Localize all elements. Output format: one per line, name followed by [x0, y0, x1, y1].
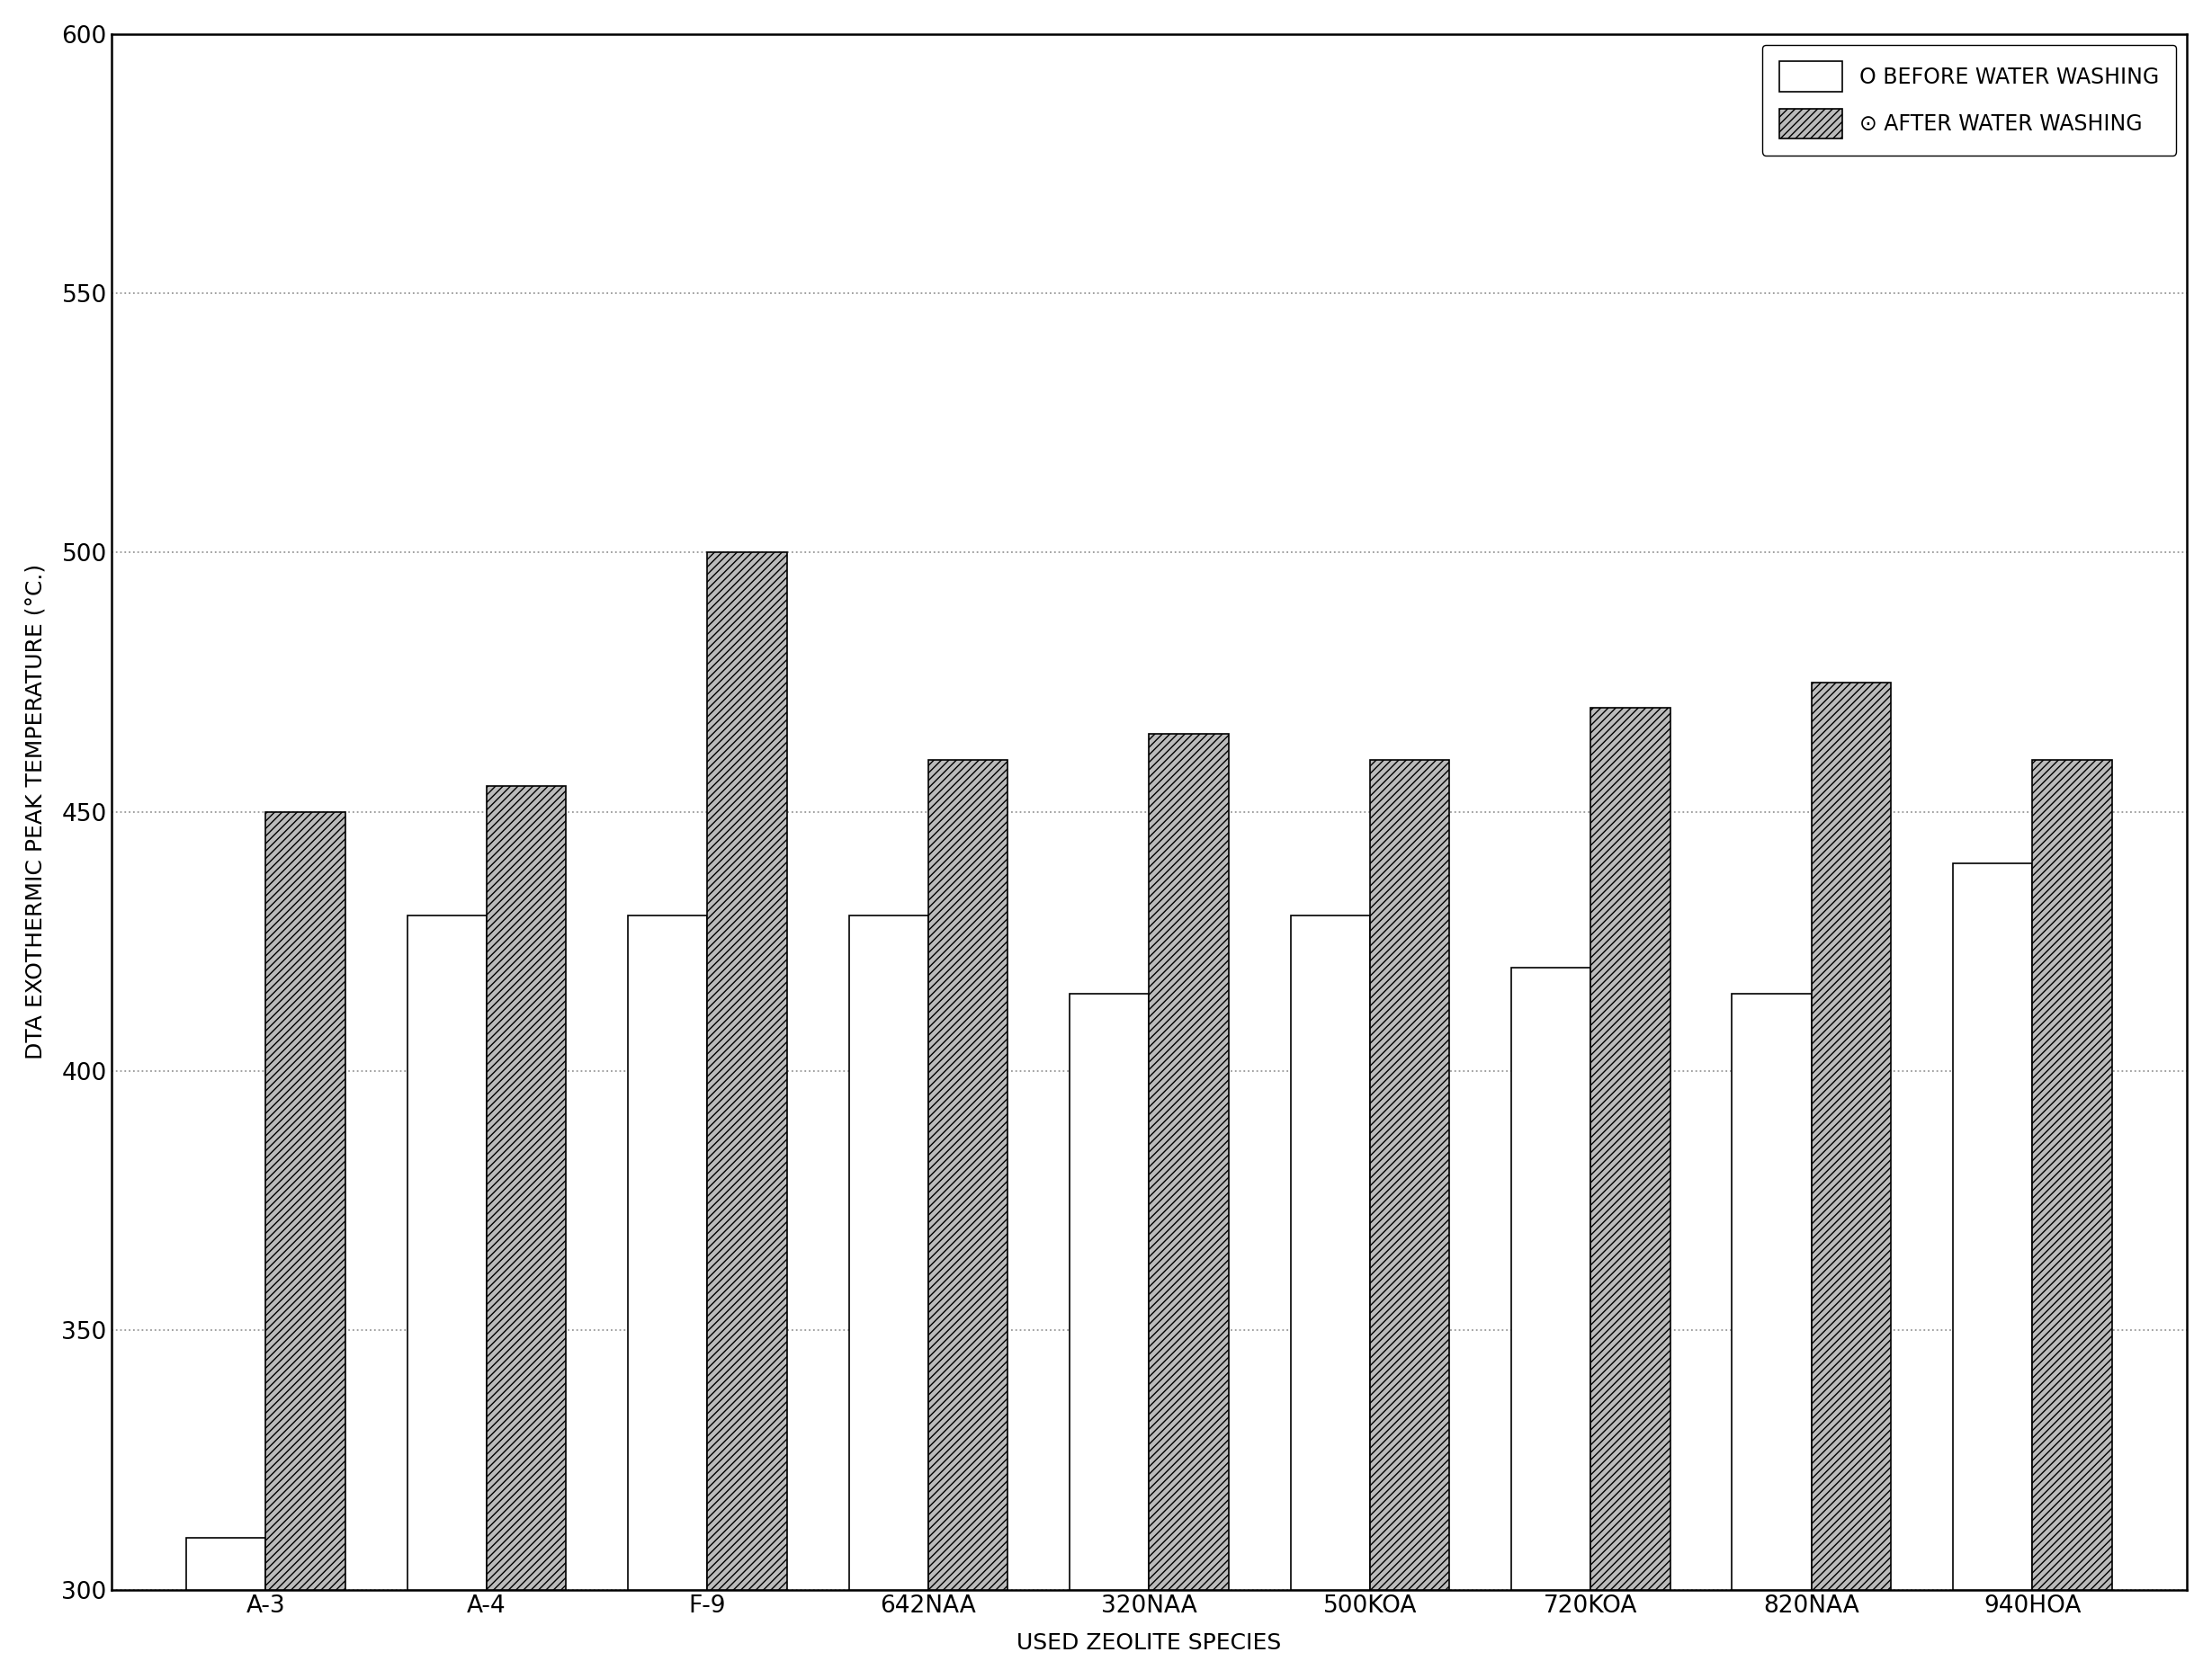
Bar: [708, 552, 787, 1590]
Bar: [407, 915, 487, 1590]
Bar: [1148, 734, 1228, 1590]
Y-axis label: DTA EXOTHERMIC PEAK TEMPERATURE (°C.): DTA EXOTHERMIC PEAK TEMPERATURE (°C.): [24, 564, 46, 1059]
Bar: [628, 915, 708, 1590]
Bar: [1511, 967, 1590, 1590]
Bar: [487, 786, 566, 1590]
Bar: [1732, 994, 1812, 1590]
Bar: [1290, 915, 1369, 1590]
Bar: [186, 1538, 265, 1590]
Bar: [1071, 994, 1148, 1590]
Bar: [2033, 761, 2112, 1590]
Bar: [1590, 709, 1670, 1590]
Bar: [1369, 761, 1449, 1590]
Bar: [849, 915, 929, 1590]
X-axis label: USED ZEOLITE SPECIES: USED ZEOLITE SPECIES: [1018, 1632, 1281, 1654]
Bar: [1953, 863, 2033, 1590]
Bar: [1812, 682, 1891, 1590]
Legend: O BEFORE WATER WASHING, ⊙ AFTER WATER WASHING: O BEFORE WATER WASHING, ⊙ AFTER WATER WA…: [1763, 45, 2177, 156]
Bar: [929, 761, 1009, 1590]
Bar: [265, 813, 345, 1590]
